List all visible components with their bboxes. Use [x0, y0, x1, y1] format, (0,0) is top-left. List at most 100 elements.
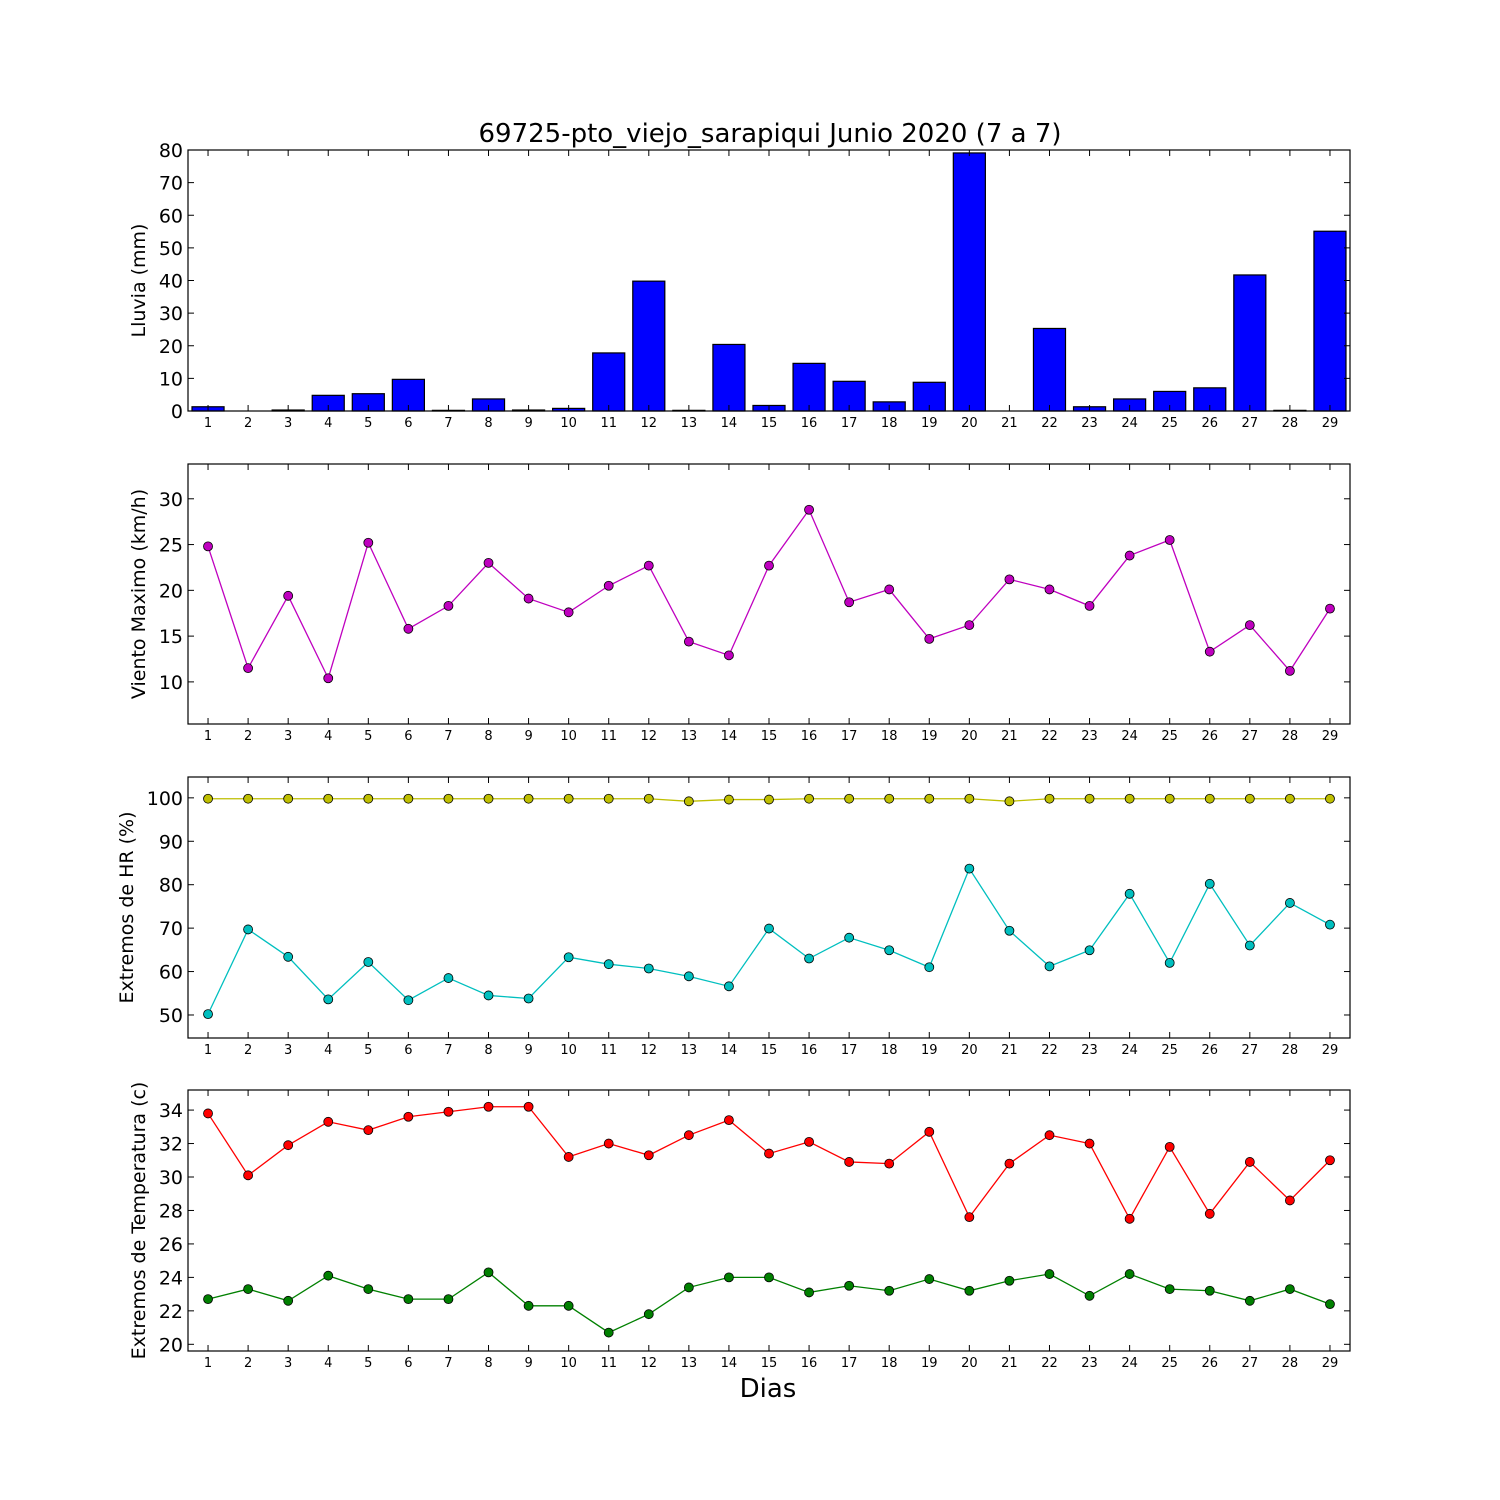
- x-tick-label: 5: [364, 416, 372, 431]
- x-tick-label: 4: [324, 416, 332, 431]
- point-series-1-day-3: [283, 590, 294, 601]
- point-series-2-day-18: [884, 945, 895, 956]
- point-series-2-day-11: [603, 1327, 614, 1338]
- x-tick-label: 1: [204, 1043, 212, 1058]
- point-series-1-day-12: [643, 1150, 654, 1161]
- point-series-1-day-29: [1325, 603, 1335, 614]
- x-tick-label: 27: [1242, 416, 1259, 431]
- x-tick-label: 23: [1081, 1356, 1098, 1371]
- point-series-2-day-21: [1004, 1275, 1015, 1286]
- point-series-1-day-5: [363, 1125, 374, 1136]
- point-series-2-day-24: [1124, 1269, 1135, 1279]
- bar-day-11: [592, 352, 626, 412]
- y-tick-label: 40: [159, 271, 183, 293]
- y-tick-label: 28: [159, 1200, 183, 1222]
- x-tick-label: 20: [961, 1356, 978, 1371]
- axes-frame: [187, 463, 1351, 725]
- point-series-1-day-27: [1244, 793, 1255, 804]
- x-tick-label: 25: [1161, 1356, 1178, 1371]
- y-tick-label: 50: [159, 238, 183, 260]
- point-series-2-day-2: [243, 924, 254, 935]
- point-series-1-day-6: [403, 623, 414, 634]
- y-tick-label: 30: [159, 489, 183, 511]
- axes-frame: [187, 776, 1351, 1039]
- x-tick-label: 28: [1282, 1043, 1299, 1058]
- point-series-1-day-28: [1284, 666, 1295, 676]
- x-tick-label: 12: [641, 416, 658, 431]
- point-series-2-day-3: [283, 951, 294, 962]
- x-tick-label: 12: [641, 729, 658, 744]
- point-series-2-day-10: [563, 952, 574, 963]
- x-tick-label: 15: [761, 416, 778, 431]
- point-series-1-day-4: [323, 673, 334, 684]
- point-series-1-day-14: [724, 650, 734, 661]
- x-tick-label: 15: [761, 1043, 778, 1058]
- x-tick-label: 15: [761, 1356, 778, 1371]
- y-tick-label: 80: [159, 140, 183, 162]
- x-tick-label: 4: [324, 1356, 332, 1371]
- point-series-1-day-6: [403, 1111, 414, 1122]
- y-tick-label: 15: [159, 626, 183, 648]
- bar-day-20: [952, 152, 986, 412]
- x-tick-label: 5: [364, 1043, 372, 1058]
- x-tick-label: 10: [560, 1043, 577, 1058]
- x-tick-label: 26: [1201, 729, 1218, 744]
- x-tick-label: 9: [524, 1356, 532, 1371]
- x-tick-label: 19: [921, 1356, 938, 1371]
- x-tick-label: 11: [600, 1356, 617, 1371]
- point-series-2-day-22: [1044, 1269, 1055, 1279]
- point-series-1-day-3: [283, 1140, 294, 1151]
- x-tick-label: 6: [404, 416, 412, 431]
- point-series-1-day-1: [203, 1108, 213, 1119]
- x-tick-label: 25: [1161, 416, 1178, 431]
- x-tick-label: 22: [1041, 1043, 1058, 1058]
- point-series-1-day-17: [844, 597, 855, 608]
- x-tick-label: 13: [681, 1043, 698, 1058]
- y-tick-label: 30: [159, 1167, 183, 1189]
- point-series-1-day-27: [1244, 1157, 1255, 1167]
- x-tick-label: 8: [484, 416, 492, 431]
- x-tick-label: 12: [641, 1043, 658, 1058]
- point-series-2-day-11: [603, 959, 614, 970]
- point-series-1-day-25: [1164, 535, 1175, 545]
- x-tick-label: 28: [1282, 416, 1299, 431]
- y-tick-label: 80: [159, 875, 183, 897]
- point-series-1-day-22: [1044, 1130, 1055, 1141]
- point-series-2-day-15: [764, 1272, 774, 1283]
- point-series-1-day-2: [243, 1170, 254, 1181]
- point-series-1-day-4: [323, 793, 334, 804]
- y-tick-label: 100: [147, 788, 183, 810]
- point-series-1-day-24: [1124, 793, 1135, 804]
- x-tick-label: 11: [600, 729, 617, 744]
- point-series-2-day-29: [1325, 919, 1335, 930]
- x-tick-label: 21: [1001, 1356, 1018, 1371]
- point-series-1-day-10: [563, 1152, 574, 1162]
- point-series-2-day-20: [964, 1285, 975, 1296]
- x-tick-label: 1: [204, 416, 212, 431]
- x-tick-label: 24: [1121, 1356, 1138, 1371]
- point-series-1-day-11: [603, 793, 614, 804]
- x-tick-label: 2: [244, 729, 252, 744]
- chart-title: 69725-pto_viejo_sarapiqui Junio 2020 (7 …: [478, 119, 1061, 149]
- x-tick-label: 3: [284, 1356, 292, 1371]
- axes-frame: [187, 149, 1351, 412]
- x-tick-label: 24: [1121, 729, 1138, 744]
- x-tick-label: 2: [244, 416, 252, 431]
- point-series-2-day-28: [1284, 1284, 1295, 1294]
- point-series-1-day-17: [844, 793, 855, 804]
- x-tick-label: 9: [524, 416, 532, 431]
- y-tick-label: 20: [159, 336, 183, 358]
- x-tick-label: 28: [1282, 729, 1299, 744]
- y-tick-label: 34: [159, 1100, 183, 1122]
- y-tick-label: 10: [159, 672, 183, 694]
- x-tick-label: 11: [600, 416, 617, 431]
- y-tick-label: 70: [159, 918, 183, 940]
- point-series-1-day-25: [1164, 1141, 1175, 1152]
- bar-day-22: [1032, 327, 1067, 412]
- x-tick-label: 16: [801, 416, 818, 431]
- y-tick-label: 70: [159, 173, 183, 195]
- point-series-1-day-15: [764, 560, 774, 571]
- x-tick-label: 18: [881, 1356, 898, 1371]
- x-tick-label: 23: [1081, 1043, 1098, 1058]
